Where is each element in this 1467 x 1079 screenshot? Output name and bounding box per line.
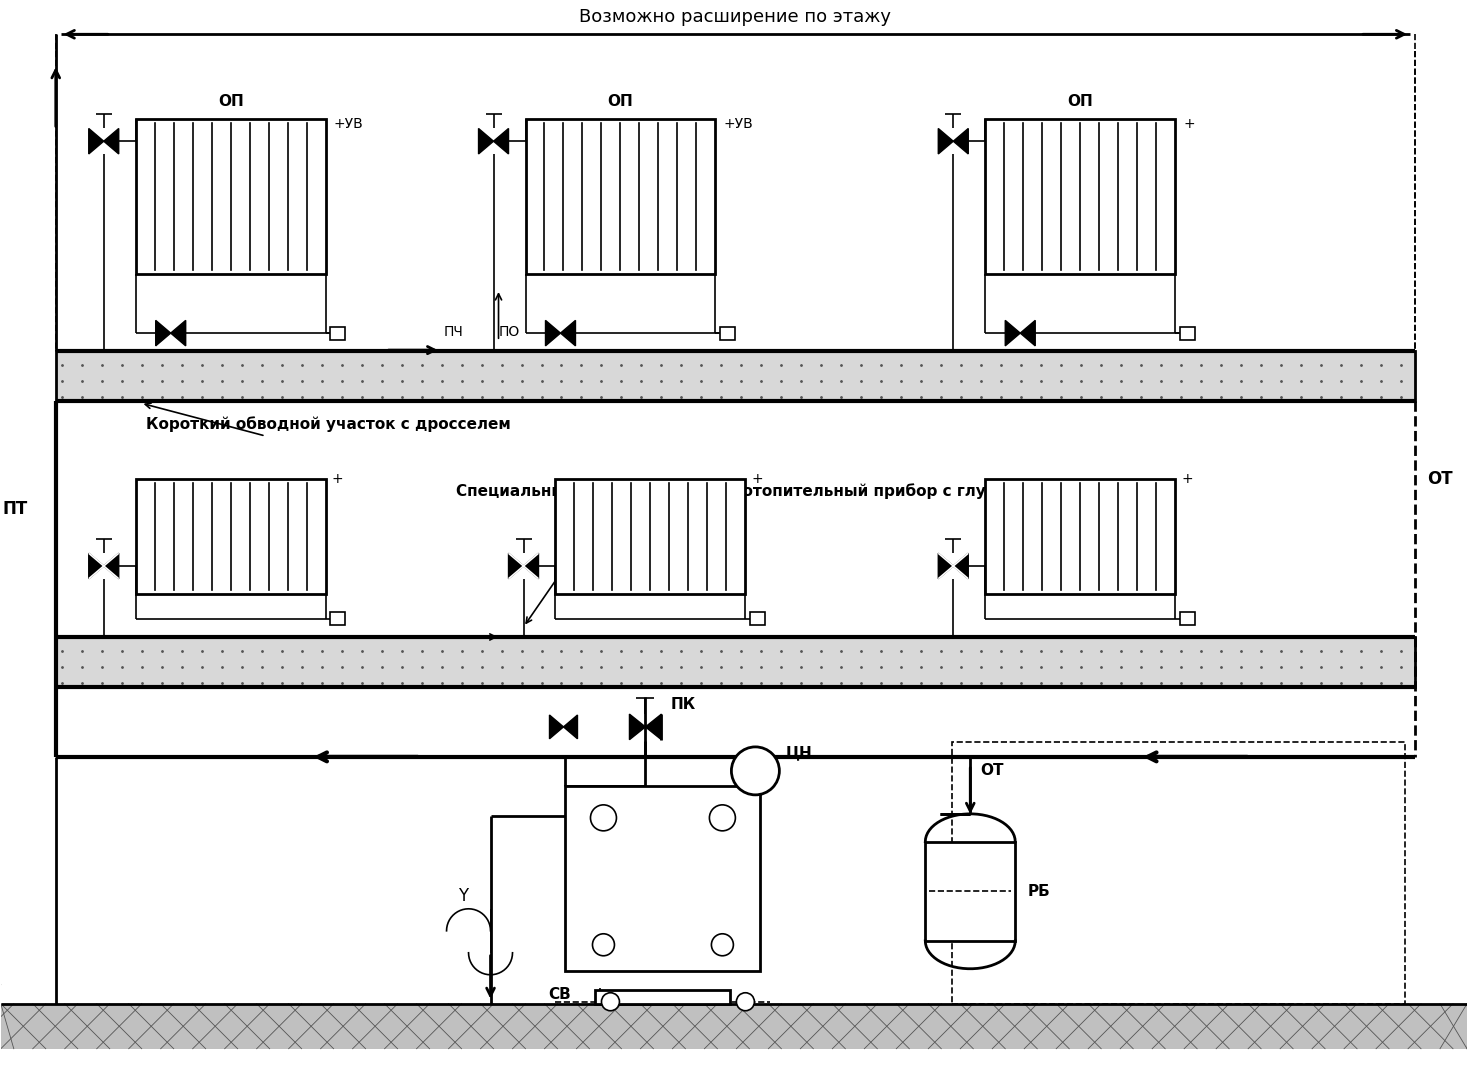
Text: ОП: ОП bbox=[217, 94, 244, 109]
Circle shape bbox=[732, 747, 779, 795]
Polygon shape bbox=[560, 320, 575, 346]
Bar bbox=[330, 613, 345, 626]
Polygon shape bbox=[104, 128, 119, 154]
Bar bbox=[56, 351, 1416, 401]
Polygon shape bbox=[88, 128, 104, 154]
Bar bbox=[952, 742, 1405, 1003]
Bar bbox=[750, 613, 764, 626]
Bar bbox=[1, 1003, 1467, 1049]
Bar bbox=[986, 119, 1175, 274]
Text: Y: Y bbox=[458, 887, 468, 905]
Polygon shape bbox=[88, 554, 104, 578]
Text: Короткий обводной участок с дросселем: Короткий обводной участок с дросселем bbox=[145, 416, 511, 432]
Text: СВ: СВ bbox=[549, 987, 571, 1001]
Text: Возможно расширение по этажу: Возможно расширение по этажу bbox=[579, 9, 892, 26]
Polygon shape bbox=[1020, 320, 1036, 346]
Polygon shape bbox=[478, 128, 493, 154]
Polygon shape bbox=[156, 320, 170, 346]
Text: +УВ: +УВ bbox=[723, 118, 753, 132]
Text: ОП: ОП bbox=[1068, 94, 1093, 109]
Circle shape bbox=[710, 805, 735, 831]
Bar bbox=[565, 786, 760, 971]
Circle shape bbox=[711, 933, 734, 956]
Text: ПК: ПК bbox=[670, 697, 695, 712]
Text: КТ: КТ bbox=[650, 891, 675, 910]
Text: +: + bbox=[1181, 472, 1193, 486]
Polygon shape bbox=[939, 128, 954, 154]
Text: +: + bbox=[332, 472, 343, 486]
Polygon shape bbox=[645, 714, 662, 740]
Polygon shape bbox=[509, 554, 524, 578]
Bar bbox=[720, 327, 735, 340]
Polygon shape bbox=[1005, 320, 1020, 346]
Polygon shape bbox=[550, 715, 563, 739]
Polygon shape bbox=[563, 715, 578, 739]
Text: ОП: ОП bbox=[607, 94, 634, 109]
Polygon shape bbox=[629, 714, 645, 740]
Bar bbox=[986, 479, 1175, 593]
Polygon shape bbox=[493, 128, 509, 154]
Bar bbox=[556, 479, 745, 593]
Polygon shape bbox=[104, 554, 119, 578]
Bar bbox=[330, 327, 345, 340]
Text: ПО: ПО bbox=[499, 325, 519, 339]
Polygon shape bbox=[524, 554, 538, 578]
Bar bbox=[926, 842, 1015, 941]
Text: или отопительный прибор с глухим фланцем: или отопительный прибор с глухим фланцем bbox=[706, 483, 1106, 498]
Bar bbox=[136, 479, 326, 593]
Text: ЦН: ЦН bbox=[785, 746, 813, 761]
Text: +: + bbox=[1184, 118, 1194, 132]
Bar bbox=[56, 637, 1416, 687]
Bar bbox=[1179, 327, 1194, 340]
Bar bbox=[525, 119, 716, 274]
Bar bbox=[1179, 613, 1194, 626]
Text: Специальный вентиль: Специальный вентиль bbox=[456, 483, 651, 498]
Text: ОТ: ОТ bbox=[980, 763, 1003, 778]
Polygon shape bbox=[170, 320, 186, 346]
Text: +УВ: +УВ bbox=[333, 118, 364, 132]
Circle shape bbox=[601, 993, 619, 1011]
Circle shape bbox=[593, 933, 615, 956]
Text: +: + bbox=[751, 472, 763, 486]
Polygon shape bbox=[954, 128, 968, 154]
Text: ПТ: ПТ bbox=[3, 500, 28, 518]
Polygon shape bbox=[546, 320, 560, 346]
Bar bbox=[56, 351, 1416, 401]
Bar bbox=[596, 989, 731, 1003]
Polygon shape bbox=[939, 554, 954, 578]
Text: ПЧ: ПЧ bbox=[443, 325, 464, 339]
Polygon shape bbox=[954, 554, 968, 578]
Text: РБ: РБ bbox=[1027, 884, 1050, 899]
Bar bbox=[56, 637, 1416, 687]
Circle shape bbox=[736, 993, 754, 1011]
Circle shape bbox=[591, 805, 616, 831]
Bar bbox=[136, 119, 326, 274]
Text: ОТ: ОТ bbox=[1427, 470, 1452, 488]
